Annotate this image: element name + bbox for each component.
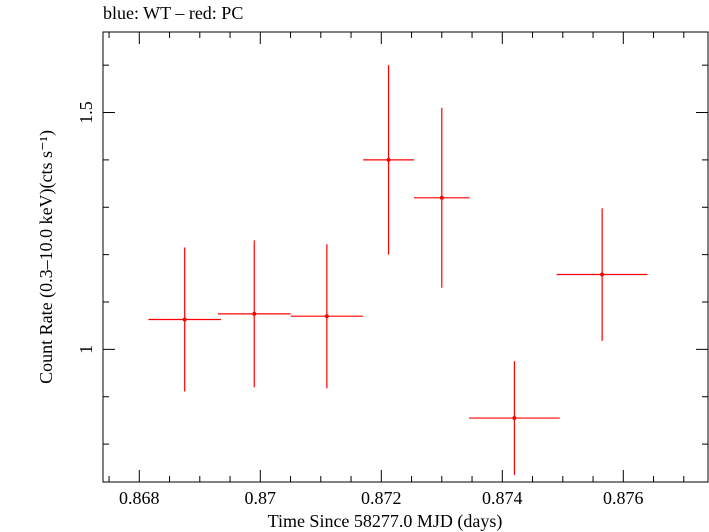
y-axis-label: Count Rate (0.3–10.0 keV)(cts s⁻¹) (36, 130, 57, 384)
data-marker (439, 195, 444, 200)
data-marker (324, 314, 329, 319)
y-tick-label: 1 (76, 345, 96, 354)
data-points (148, 65, 648, 475)
data-point (217, 240, 291, 388)
data-marker (252, 311, 257, 316)
x-tick-label: 0.876 (603, 488, 644, 508)
y-tick-labels: 11.5 (76, 101, 96, 354)
data-marker (600, 272, 605, 277)
x-tick-label: 0.868 (119, 488, 160, 508)
axis-ticks (103, 32, 708, 482)
data-marker (512, 416, 517, 421)
chart-title: blue: WT – red: PC (103, 3, 244, 23)
y-tick-label: 1.5 (76, 101, 96, 124)
data-point (363, 65, 414, 255)
x-tick-label: 0.87 (245, 488, 277, 508)
data-marker (386, 157, 391, 162)
data-point (469, 361, 560, 475)
data-point (413, 107, 470, 288)
data-point (148, 247, 221, 392)
data-point (290, 244, 364, 389)
x-axis-label: Time Since 58277.0 MJD (days) (268, 511, 503, 532)
x-tick-labels: 0.868 0.87 0.872 0.874 0.876 (119, 488, 644, 508)
x-tick-label: 0.872 (361, 488, 402, 508)
data-marker (182, 317, 187, 322)
plot-frame (102, 31, 709, 483)
data-point (556, 208, 648, 341)
x-tick-label: 0.874 (482, 488, 523, 508)
